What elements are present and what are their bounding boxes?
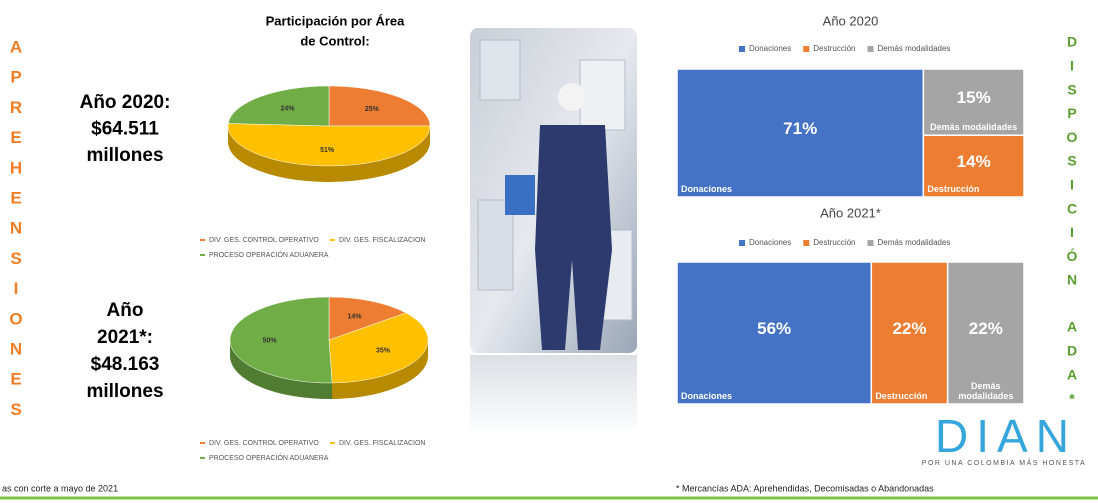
treemap-category-label: Demás modalidades (952, 381, 1020, 401)
year-label: $64.511 (91, 119, 159, 140)
legend-label: Donaciones (749, 238, 791, 247)
side-letter: I (1070, 58, 1074, 74)
side-letter: E (10, 188, 21, 207)
legend-swatch (803, 240, 809, 246)
side-letter: D (1067, 34, 1077, 50)
legend-label: PROCESO OPERACIÓN ADUANERA (209, 453, 329, 462)
legend-swatch (868, 46, 874, 52)
treemap-category-label: Donaciones (681, 391, 867, 401)
side-letter: O (1067, 129, 1078, 145)
legend-label: Destrucción (813, 44, 855, 53)
pie-title: Participación por Área (266, 13, 405, 28)
treemap-value-label: 15% (923, 88, 1024, 108)
legend-label: DIV. GES. FISCALIZACION (339, 440, 426, 447)
side-letter: * (1069, 391, 1075, 407)
pie-value-label: 51% (320, 147, 335, 154)
treemap-category-label: Donaciones (681, 184, 919, 194)
treemap-value-label: 22% (948, 319, 1024, 339)
treemap-value-label: 56% (677, 319, 871, 339)
legend-label: DIV. GES. CONTROL OPERATIVO (209, 237, 319, 244)
legend-label: DIV. GES. FISCALIZACION (339, 237, 426, 244)
legend-label: Demás modalidades (878, 44, 951, 53)
legend-swatch (739, 46, 745, 52)
year-label: 2021*: (97, 327, 153, 348)
side-letter: R (10, 98, 22, 117)
year-label: millones (86, 381, 163, 402)
legend-swatch (739, 240, 745, 246)
side-letter: O (9, 309, 22, 328)
slide: Participación por Área de Control: as co… (0, 0, 1098, 503)
pie-value-label: 24% (281, 105, 296, 112)
pie-value-label: 14% (348, 314, 363, 321)
side-letter: S (10, 400, 21, 419)
side-letter: I (1070, 224, 1074, 240)
treemap-value-label: 22% (871, 319, 947, 339)
treemap-value-label: 14% (923, 152, 1024, 172)
year-label: Año 2020: (80, 92, 171, 113)
legend-swatch (868, 240, 874, 246)
legend-swatch (803, 46, 809, 52)
side-letter: A (10, 37, 22, 56)
footnote: * Mercancías ADA: Aprehendidas, Decomisa… (676, 483, 934, 493)
side-letter: I (14, 279, 19, 298)
treemap-category-label: Destrucción (927, 184, 1020, 194)
side-letter: I (1070, 177, 1074, 193)
photo (470, 28, 637, 435)
year-label: millones (86, 145, 163, 166)
side-letter: N (10, 339, 22, 358)
side-letter: A (1067, 367, 1077, 383)
legend-label: Destrucción (813, 238, 855, 247)
side-letter: C (1067, 200, 1077, 216)
logo: DIAN (935, 410, 1077, 462)
side-letter: P (10, 68, 21, 87)
side-letter: A (1067, 319, 1077, 335)
treemap-title: Año 2020 (823, 13, 879, 28)
year-label: $48.163 (91, 354, 160, 375)
side-letter: N (1067, 272, 1077, 288)
side-letter: S (1067, 81, 1076, 97)
footnote: as con corte a mayo de 2021 (2, 483, 118, 493)
pie-value-label: 50% (263, 337, 278, 344)
pie-value-label: 25% (365, 106, 380, 113)
side-letter: Ó (1067, 247, 1078, 264)
pie-slice (228, 86, 329, 126)
pie-value-label: 35% (376, 348, 391, 355)
side-letter: D (1067, 343, 1077, 359)
slide-graphics: Participación por Área de Control: as co… (0, 0, 1098, 503)
year-label: Año (107, 300, 144, 321)
treemap-category-label: Demás modalidades (927, 122, 1020, 132)
treemap-category-label: Destrucción (875, 391, 943, 401)
side-letter: E (10, 128, 21, 147)
logo-tagline: POR UNA COLOMBIA MÁS HONESTA (922, 458, 1086, 467)
legend-label: PROCESO OPERACIÓN ADUANERA (209, 250, 329, 259)
treemap-title: Año 2021* (820, 205, 881, 220)
side-letter: P (1067, 105, 1076, 121)
pie-slice (329, 86, 430, 126)
side-letter: H (10, 158, 22, 177)
legend-label: DIV. GES. CONTROL OPERATIVO (209, 440, 319, 447)
pie-title: de Control: (300, 33, 369, 48)
side-letter: N (10, 219, 22, 238)
legend-label: Donaciones (749, 44, 791, 53)
side-letter: E (10, 370, 21, 389)
side-letter: S (1067, 153, 1076, 169)
side-letter: S (10, 249, 21, 268)
treemap-value-label: 71% (677, 119, 923, 139)
legend-label: Demás modalidades (878, 238, 951, 247)
